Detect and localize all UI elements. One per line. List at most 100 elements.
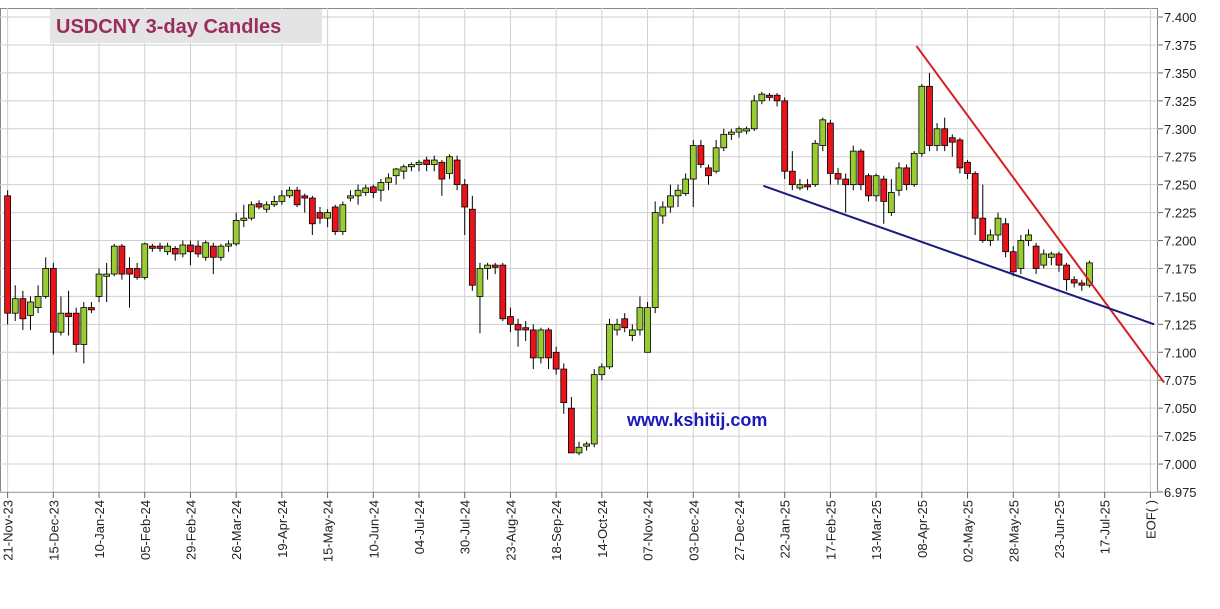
candle-body [956, 139, 964, 169]
y-tick-label: 7.250 [1164, 178, 1197, 193]
candle-body [529, 329, 537, 359]
candle-body [659, 206, 667, 217]
candle-body [270, 201, 278, 206]
candle-body [552, 351, 560, 370]
x-tick-label: 10-Jan-24 [92, 500, 107, 559]
candle-body [369, 186, 377, 193]
candle-body [278, 195, 286, 202]
candle-body [232, 220, 240, 245]
x-tick-label: 27-Dec-24 [732, 500, 747, 561]
y-tick-label: 7.300 [1164, 122, 1197, 137]
candle-body [293, 189, 301, 206]
candle-body [148, 245, 156, 249]
x-tick-label: 15-Dec-23 [46, 500, 61, 561]
candle-body [804, 184, 811, 188]
candle-body [194, 245, 202, 255]
candle-body [217, 245, 225, 258]
candle-body [34, 296, 42, 308]
trend-line [915, 45, 1165, 384]
candle-body [857, 150, 865, 186]
candle-body [453, 159, 461, 186]
candle-body [994, 217, 1002, 236]
x-tick-label: 04-Jul-24 [412, 500, 427, 554]
candle-body [712, 147, 720, 172]
y-tick-label: 7.125 [1164, 317, 1197, 332]
candle-body [834, 173, 842, 180]
candle-body [697, 145, 705, 165]
candle-body [415, 161, 423, 165]
candle-body [537, 329, 545, 359]
candle-body [514, 323, 522, 331]
candle-body [773, 94, 781, 102]
candle-body [964, 161, 971, 174]
candle-body [735, 128, 743, 133]
candle-body [842, 178, 850, 186]
candle-body [491, 264, 499, 268]
candle-body [987, 234, 994, 241]
candle-body [1009, 251, 1017, 273]
candle-body [507, 316, 514, 325]
candle-body [362, 187, 370, 193]
x-tick-label: 03-Dec-24 [686, 500, 701, 561]
candle-body [202, 242, 210, 258]
candle-body [42, 268, 50, 297]
candle-body [88, 307, 95, 311]
candle-body [880, 178, 888, 202]
y-tick-label: 7.275 [1164, 150, 1197, 165]
candle-body [819, 119, 827, 146]
candle-body [408, 164, 415, 168]
candle-body [4, 195, 11, 314]
candle-body [750, 100, 758, 130]
y-tick-label: 7.075 [1164, 373, 1197, 388]
y-tick-label: 7.100 [1164, 345, 1197, 360]
candle-body [49, 268, 57, 333]
candle-body [385, 177, 392, 183]
x-tick-label: 19-Apr-24 [275, 500, 290, 558]
watermark: www.kshitij.com [626, 410, 767, 430]
candle-body [392, 168, 400, 177]
x-tick-label: 10-Jun-24 [366, 500, 381, 559]
x-tick-label: 17-Jul-25 [1098, 500, 1113, 554]
y-tick-label: 7.175 [1164, 261, 1197, 276]
candle-body [796, 184, 804, 189]
x-tick-label: 21-Nov-23 [1, 500, 16, 561]
y-tick-label: 7.000 [1164, 457, 1197, 472]
candle-body [1017, 240, 1025, 269]
x-tick-label: 30-Jul-24 [458, 500, 473, 554]
candle-body [331, 206, 339, 232]
candle-body [621, 318, 629, 329]
x-tick-label: 17-Feb-25 [823, 500, 838, 560]
candle-body [65, 312, 72, 317]
candle-body [308, 197, 316, 225]
candle-body [286, 189, 293, 197]
candle-body [263, 204, 271, 210]
candle-body [941, 128, 949, 146]
candle-body [903, 167, 910, 186]
y-tick-label: 7.400 [1164, 10, 1197, 25]
candle-body [1032, 245, 1040, 269]
candle-body [27, 301, 34, 316]
candle-body [522, 327, 530, 331]
candle-body [1070, 279, 1078, 284]
candle-body [575, 446, 583, 454]
candle-body [667, 195, 674, 208]
candle-body [674, 189, 682, 197]
candle-body [705, 167, 712, 177]
y-tick-label: 7.225 [1164, 206, 1197, 221]
candle-body [80, 307, 88, 345]
candle-body [57, 312, 65, 333]
candle-body [476, 268, 484, 297]
candle-body [918, 85, 926, 154]
x-tick-label: 22-Jan-25 [778, 500, 793, 559]
candle-body [1063, 264, 1070, 281]
candle-body [164, 245, 171, 253]
candle-body [187, 244, 194, 253]
candle-body [316, 212, 324, 219]
candle-body [628, 329, 636, 336]
candle-body [255, 203, 263, 208]
x-tick-label: 23-Jun-25 [1052, 500, 1067, 559]
candle-body [438, 161, 446, 180]
candle-body [430, 159, 438, 165]
candle-body [590, 374, 598, 445]
candles [4, 45, 1165, 456]
